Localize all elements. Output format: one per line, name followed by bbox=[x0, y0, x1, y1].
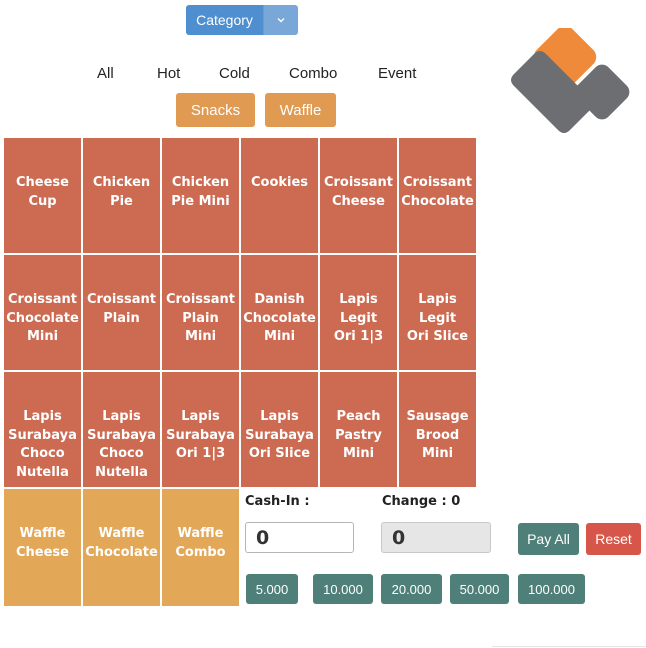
product-tile[interactable]: Lapis Surabaya Choco Nutella bbox=[83, 372, 160, 487]
product-tile[interactable]: Chicken Pie bbox=[83, 138, 160, 253]
product-tile[interactable]: Lapis Legit Ori 1|3 bbox=[320, 255, 397, 370]
tab-combo[interactable]: Combo bbox=[289, 65, 338, 82]
category-dropdown-label[interactable]: Category bbox=[186, 5, 263, 35]
product-tile[interactable]: Chicken Pie Mini bbox=[162, 138, 239, 253]
product-tile[interactable]: Croissant Plain bbox=[83, 255, 160, 370]
pay-all-button[interactable]: Pay All bbox=[518, 523, 579, 555]
cash-in-input[interactable] bbox=[245, 522, 354, 553]
reset-button[interactable]: Reset bbox=[586, 523, 641, 555]
subcategory-snacks-button[interactable]: Snacks bbox=[176, 93, 255, 127]
cash-in-label: Cash-In : bbox=[245, 494, 310, 509]
divider bbox=[492, 646, 646, 647]
quick-cash-10000-button[interactable]: 10.000 bbox=[313, 574, 373, 604]
tab-event[interactable]: Event bbox=[378, 65, 417, 82]
tab-cold[interactable]: Cold bbox=[219, 65, 250, 82]
product-tile[interactable]: Croissant Chocolate bbox=[399, 138, 476, 253]
product-tile[interactable]: Sausage Brood Mini bbox=[399, 372, 476, 487]
quick-cash-5000-button[interactable]: 5.000 bbox=[246, 574, 298, 604]
waffle-tile[interactable]: Waffle Combo bbox=[162, 489, 239, 606]
product-tile[interactable]: Peach Pastry Mini bbox=[320, 372, 397, 487]
product-tile[interactable]: Danish Chocolate Mini bbox=[241, 255, 318, 370]
tab-hot[interactable]: Hot bbox=[157, 65, 181, 82]
product-tile[interactable]: Croissant Plain Mini bbox=[162, 255, 239, 370]
quick-cash-20000-button[interactable]: 20.000 bbox=[381, 574, 442, 604]
product-tile[interactable]: Lapis Surabaya Ori 1|3 bbox=[162, 372, 239, 487]
tab-all[interactable]: All bbox=[97, 65, 114, 82]
subcategory-waffle-button[interactable]: Waffle bbox=[265, 93, 336, 127]
product-tile[interactable]: Croissant Chocolate Mini bbox=[4, 255, 81, 370]
brand-logo bbox=[511, 28, 630, 133]
product-tile[interactable]: Croissant Cheese bbox=[320, 138, 397, 253]
category-dropdown[interactable]: Category bbox=[186, 5, 298, 35]
quick-cash-50000-button[interactable]: 50.000 bbox=[450, 574, 509, 604]
product-tile[interactable]: Cheese Cup bbox=[4, 138, 81, 253]
change-field bbox=[381, 522, 491, 553]
product-tile[interactable]: Lapis Surabaya Choco Nutella bbox=[4, 372, 81, 487]
change-label: Change : 0 bbox=[382, 494, 461, 509]
product-tile[interactable]: Cookies bbox=[241, 138, 318, 253]
product-tile[interactable]: Lapis Legit Ori Slice bbox=[399, 255, 476, 370]
product-grid: Cheese Cup Chicken Pie Chicken Pie Mini … bbox=[4, 138, 476, 606]
quick-cash-100000-button[interactable]: 100.000 bbox=[518, 574, 585, 604]
waffle-tile[interactable]: Waffle Cheese bbox=[4, 489, 81, 606]
product-tile[interactable]: Lapis Surabaya Ori Slice bbox=[241, 372, 318, 487]
chevron-down-icon[interactable] bbox=[263, 5, 298, 35]
filter-tabs: All Hot Cold Combo Event bbox=[0, 65, 480, 85]
waffle-tile[interactable]: Waffle Chocolate bbox=[83, 489, 160, 606]
